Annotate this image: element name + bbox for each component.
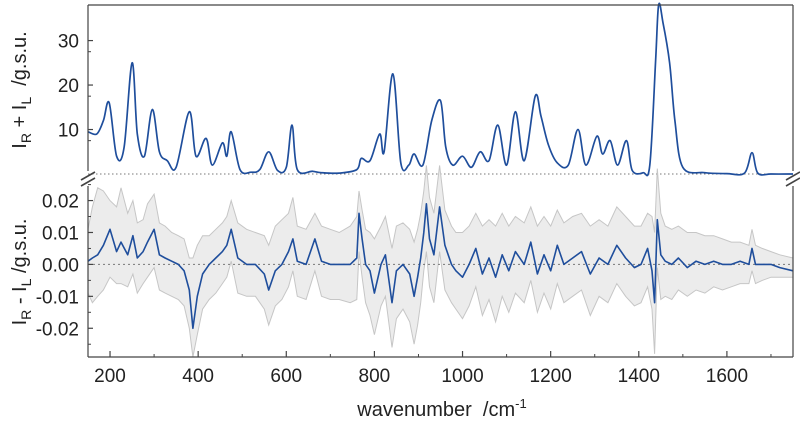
bottom-ytick-label: 0.02 [42, 192, 79, 213]
axis-break-mark [785, 177, 800, 187]
top-panel: 10 20 30 [58, 2, 800, 187]
axis-break-mark [80, 177, 96, 187]
bottom-ytick-label: -0.02 [36, 319, 79, 340]
std-band-lower [87, 251, 793, 358]
bottom-ylabel: IR - IL /g.s.u. [9, 219, 34, 326]
bottom-panel: 0.02 0.01 0.00 -0.01 -0.02 200 400 600 800 1000 12… [36, 165, 794, 387]
bottom-ytick-label: 0.01 [42, 223, 79, 244]
series-line-difference [87, 203, 794, 330]
axis-break-mark [80, 171, 96, 181]
xtick-label: 600 [270, 366, 302, 387]
bottom-ytick-label: 0.00 [42, 255, 79, 276]
axis-break-mark [785, 171, 800, 181]
std-band [88, 165, 793, 357]
xtick-label: 1400 [618, 366, 660, 387]
xtick-label: 1000 [441, 366, 483, 387]
top-ytick-label: 30 [58, 32, 79, 53]
std-band-upper [87, 165, 794, 259]
xtick-label: 400 [182, 366, 214, 387]
xtick-label: 1200 [530, 366, 572, 387]
xtick-label: 200 [94, 366, 126, 387]
xtick-label: 1600 [706, 366, 748, 387]
bottom-ytick-label: -0.01 [36, 287, 79, 308]
xtick-label: 800 [359, 366, 391, 387]
top-ytick-label: 10 [58, 121, 79, 142]
top-ytick-label: 20 [58, 76, 79, 97]
x-axis-label: wavenumber /cm-1 [356, 396, 526, 421]
top-ylabel: IR + IL /g.s.u. [9, 31, 34, 148]
series-line-sum [87, 2, 794, 177]
